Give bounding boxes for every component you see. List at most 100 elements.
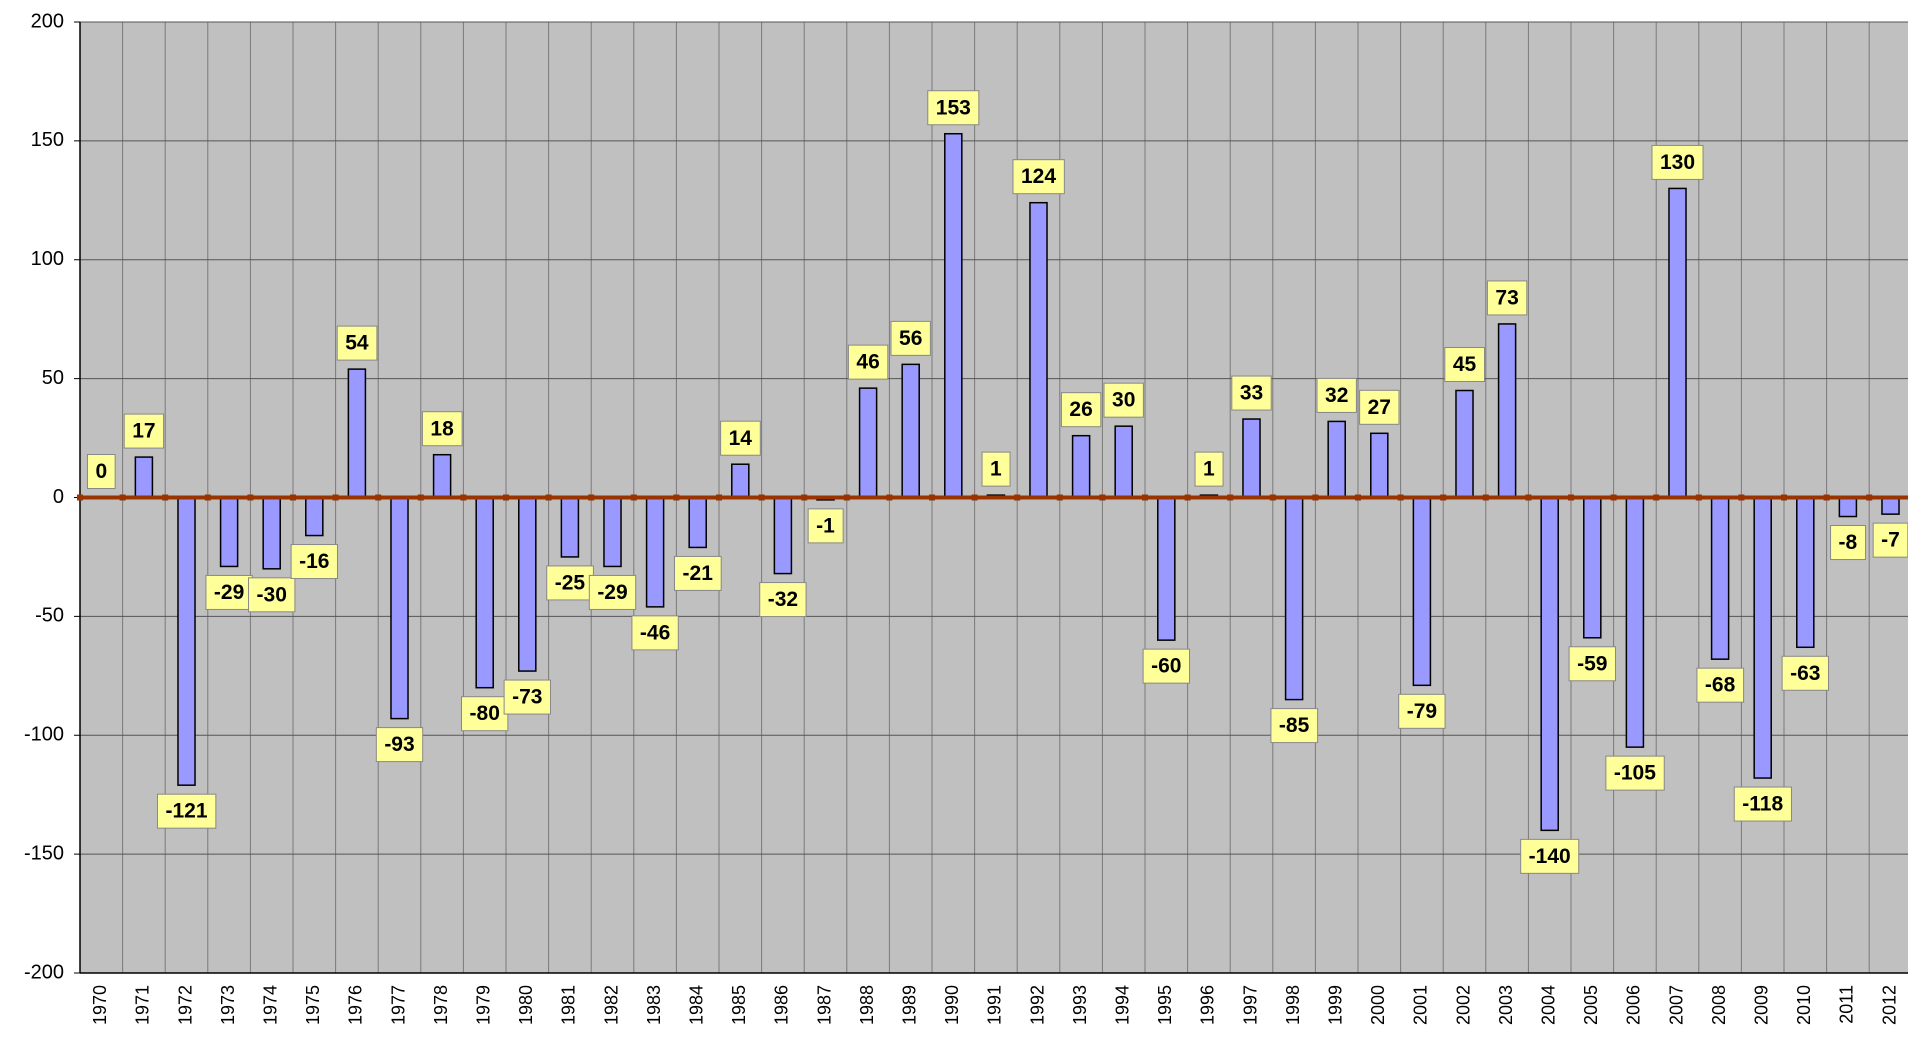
bar (219, 496, 239, 568)
data-label-group: 1 (981, 451, 1011, 487)
data-label-box (1651, 144, 1704, 180)
x-tick-label: 1970 (90, 985, 110, 1025)
zero-marker (77, 494, 83, 501)
data-label-group: -25 (546, 565, 594, 601)
data-label: -7 (1881, 529, 1900, 552)
data-label-group: -105 (1605, 755, 1665, 791)
x-tick-label: 2010 (1794, 985, 1814, 1025)
data-label-group: 27 (1359, 389, 1400, 425)
data-label: -85 (1279, 714, 1310, 737)
zero-marker (843, 494, 850, 501)
data-label-box (1359, 389, 1400, 425)
bar (1497, 323, 1517, 499)
data-label-box (1733, 786, 1792, 822)
bar (1242, 418, 1261, 499)
zero-marker (1312, 494, 1319, 501)
data-label-box (461, 696, 509, 732)
data-label: -30 (257, 583, 287, 606)
bar (560, 496, 580, 558)
zero-marker (1738, 494, 1745, 501)
data-label-group: 30 (1103, 382, 1144, 418)
data-label: 130 (1660, 151, 1695, 174)
bar (1540, 496, 1559, 832)
data-label-group: -21 (674, 555, 722, 591)
data-label: -68 (1705, 674, 1736, 697)
x-tick-label: 2009 (1751, 985, 1771, 1025)
x-tick-label: 1980 (516, 985, 536, 1025)
data-label-box (1568, 646, 1616, 682)
data-label-box (1781, 655, 1829, 691)
x-tick-label: 2005 (1581, 985, 1601, 1025)
bar (432, 453, 452, 499)
x-tick-label: 1999 (1325, 985, 1345, 1025)
data-label: 124 (1021, 165, 1056, 188)
data-label-box (807, 508, 844, 544)
zero-marker (1482, 494, 1489, 501)
bar (1370, 432, 1389, 499)
data-label: -16 (299, 550, 329, 573)
x-tick-label: 2008 (1709, 985, 1729, 1025)
zero-marker (1866, 494, 1873, 501)
data-label: -1 (816, 514, 835, 537)
data-label: -105 (1614, 762, 1656, 785)
data-label: 45 (1453, 353, 1477, 376)
x-tick-label: 1985 (729, 985, 749, 1025)
data-label-group: -85 (1270, 708, 1319, 744)
data-label: 1 (1203, 458, 1215, 481)
data-label-box (421, 411, 463, 447)
data-label-group: 14 (720, 420, 761, 456)
bar (901, 363, 920, 499)
data-label: -32 (768, 588, 798, 611)
zero-marker (1397, 494, 1404, 501)
data-label-group: 18 (421, 411, 463, 447)
data-label-box (1270, 708, 1319, 744)
x-tick-label: 1993 (1070, 985, 1090, 1025)
data-label-box (1142, 648, 1190, 684)
x-tick-label: 1982 (601, 985, 621, 1025)
zero-marker (886, 494, 893, 501)
data-label-group: -63 (1781, 655, 1829, 691)
bar (1071, 434, 1091, 499)
bar (1668, 187, 1687, 499)
x-tick-label: 1977 (388, 985, 408, 1025)
data-label-group: -46 (631, 615, 679, 651)
data-label-box (1060, 392, 1102, 428)
data-label-group: 153 (927, 90, 980, 126)
y-tick-label: 0 (53, 486, 64, 508)
bar (1455, 389, 1474, 499)
zero-marker (1014, 494, 1021, 501)
bar (1710, 496, 1730, 660)
x-tick-label: 1988 (857, 985, 877, 1025)
bar (944, 132, 963, 499)
data-label-group: 33 (1231, 375, 1272, 411)
zero-marker (971, 494, 978, 501)
zero-marker (1355, 494, 1361, 501)
data-label-box (1103, 382, 1144, 418)
bar (134, 456, 154, 499)
data-label-group: -16 (290, 544, 338, 580)
data-label-group: 54 (336, 325, 378, 361)
zero-marker (204, 494, 211, 501)
data-label: -118 (1742, 793, 1783, 816)
bar (1838, 496, 1858, 518)
bar (390, 496, 409, 720)
bar (305, 496, 324, 537)
bar (603, 496, 622, 568)
data-label-group: -7 (1872, 522, 1908, 558)
x-tick-label: 1979 (473, 985, 493, 1025)
data-label-box (375, 727, 424, 763)
y-tick-label: -150 (24, 842, 64, 864)
data-label-group: -29 (588, 574, 637, 610)
x-tick-label: 2007 (1666, 985, 1686, 1025)
data-label-box (503, 679, 551, 715)
data-label-group: -140 (1520, 838, 1580, 874)
bar (475, 496, 494, 689)
zero-marker (1184, 494, 1191, 501)
x-tick-label: 1990 (942, 985, 962, 1025)
zero-marker (247, 494, 254, 501)
data-label: 30 (1112, 389, 1135, 412)
x-tick-label: 2012 (1879, 985, 1899, 1025)
x-tick-label: 1998 (1283, 985, 1303, 1025)
data-label-group: -30 (248, 577, 296, 613)
x-tick-label: 2003 (1496, 985, 1516, 1025)
